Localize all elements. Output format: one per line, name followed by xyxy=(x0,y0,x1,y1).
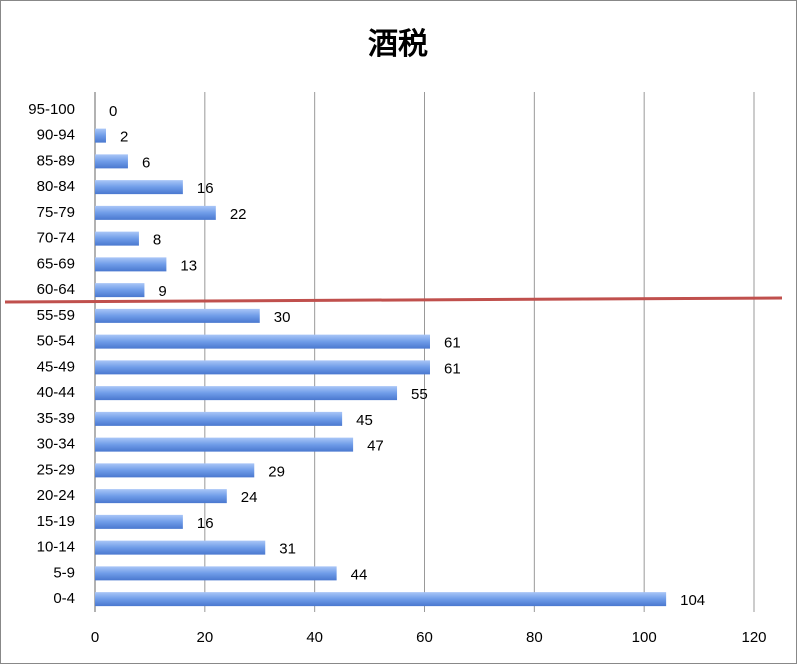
bar xyxy=(95,283,145,298)
value-label: 16 xyxy=(197,515,214,532)
bar xyxy=(95,231,139,246)
y-tick-label: 75-79 xyxy=(37,204,75,221)
x-tick-label: 60 xyxy=(416,629,433,646)
y-tick-label: 70-74 xyxy=(37,230,75,247)
y-tick-label: 40-44 xyxy=(37,384,75,401)
bar xyxy=(95,386,398,401)
y-tick-label: 45-49 xyxy=(37,358,75,375)
bar xyxy=(95,128,106,143)
x-tick-label: 100 xyxy=(632,629,657,646)
y-tick-label: 65-69 xyxy=(37,255,75,272)
bar xyxy=(95,257,167,272)
x-tick-label: 80 xyxy=(526,629,543,646)
bar xyxy=(95,154,128,169)
value-label: 61 xyxy=(444,335,461,352)
bar xyxy=(95,360,430,375)
y-tick-label: 5-9 xyxy=(53,564,75,581)
y-tick-label: 95-100 xyxy=(28,101,75,118)
bar xyxy=(95,180,183,195)
bar xyxy=(95,566,337,581)
y-tick-label: 10-14 xyxy=(37,539,75,556)
value-label: 44 xyxy=(351,566,368,583)
y-tick-label: 20-24 xyxy=(37,487,75,504)
bar xyxy=(95,411,343,426)
y-tick-label: 30-34 xyxy=(37,436,75,453)
bar xyxy=(95,463,255,478)
y-tick-label: 60-64 xyxy=(37,281,75,298)
annotation-line xyxy=(4,296,783,304)
y-tick-label: 55-59 xyxy=(37,307,75,324)
y-tick-label: 90-94 xyxy=(37,127,75,144)
bar xyxy=(95,205,216,220)
bar xyxy=(95,489,227,504)
value-label: 31 xyxy=(279,541,296,558)
bar xyxy=(95,592,667,607)
value-label: 22 xyxy=(230,206,247,223)
x-tick-label: 0 xyxy=(91,629,99,646)
y-tick-label: 35-39 xyxy=(37,410,75,427)
value-label: 45 xyxy=(356,412,373,429)
value-label: 9 xyxy=(158,283,166,300)
bar xyxy=(95,334,430,349)
y-tick-label: 15-19 xyxy=(37,513,75,530)
value-label: 2 xyxy=(120,129,128,146)
y-tick-label: 85-89 xyxy=(37,152,75,169)
value-label: 30 xyxy=(274,309,291,326)
bar xyxy=(95,308,260,323)
y-tick-label: 0-4 xyxy=(53,590,75,607)
bar xyxy=(95,437,354,452)
value-label: 24 xyxy=(241,489,258,506)
value-label: 104 xyxy=(680,592,705,609)
x-tick-label: 40 xyxy=(306,629,323,646)
bar xyxy=(95,540,266,555)
value-label: 6 xyxy=(142,154,150,171)
value-label: 29 xyxy=(268,463,285,480)
value-label: 16 xyxy=(197,180,214,197)
x-tick-label: 20 xyxy=(196,629,213,646)
y-tick-label: 50-54 xyxy=(37,333,75,350)
x-tick-label: 120 xyxy=(741,629,766,646)
y-tick-label: 80-84 xyxy=(37,178,75,195)
value-label: 13 xyxy=(180,257,197,274)
value-label: 61 xyxy=(444,360,461,377)
y-tick-label: 25-29 xyxy=(37,461,75,478)
value-label: 47 xyxy=(367,438,384,455)
value-label: 8 xyxy=(153,232,161,249)
chart-title: 酒税 xyxy=(368,28,428,61)
bar xyxy=(95,514,183,529)
value-label: 0 xyxy=(109,103,117,120)
value-label: 55 xyxy=(411,386,428,403)
